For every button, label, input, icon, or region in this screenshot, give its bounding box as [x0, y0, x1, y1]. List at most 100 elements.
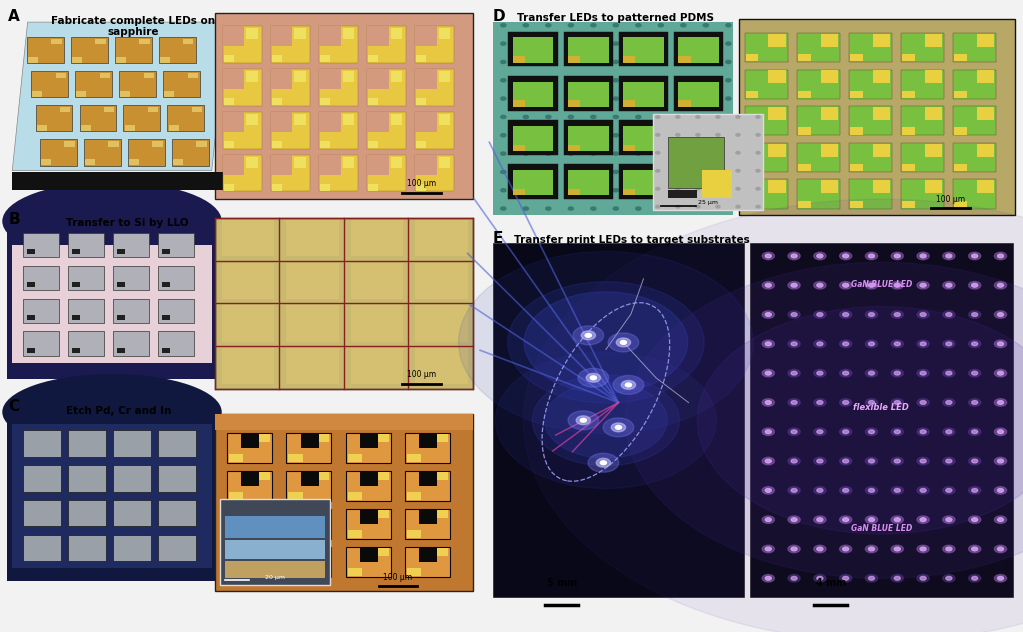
Bar	[623, 37, 664, 63]
Circle shape	[791, 254, 797, 258]
Circle shape	[762, 311, 774, 319]
Circle shape	[994, 487, 1007, 494]
Bar	[68, 299, 104, 323]
Bar	[247, 28, 258, 39]
Circle shape	[943, 340, 955, 348]
Circle shape	[625, 262, 1023, 578]
Circle shape	[943, 399, 955, 406]
Bar	[104, 107, 115, 112]
Circle shape	[869, 342, 875, 346]
Circle shape	[500, 23, 505, 27]
Bar	[348, 530, 362, 538]
Circle shape	[569, 152, 573, 155]
Circle shape	[791, 430, 797, 434]
Bar	[850, 201, 862, 208]
Circle shape	[762, 369, 774, 377]
Text: 100 μm: 100 μm	[936, 195, 965, 204]
Bar	[148, 107, 159, 112]
Bar	[196, 141, 207, 147]
Bar	[158, 430, 196, 457]
Circle shape	[943, 516, 955, 523]
Bar	[439, 157, 450, 167]
Bar	[241, 471, 260, 486]
Bar	[346, 433, 391, 463]
Bar	[513, 100, 525, 107]
Text: 5 mm: 5 mm	[546, 578, 577, 588]
Bar	[954, 128, 967, 135]
Bar	[367, 112, 406, 149]
Bar	[72, 57, 82, 63]
Circle shape	[726, 188, 730, 192]
Bar	[108, 141, 119, 147]
Text: GaN BLUE LED: GaN BLUE LED	[851, 279, 911, 289]
Bar	[247, 157, 258, 167]
Circle shape	[703, 115, 708, 119]
Bar	[117, 315, 125, 320]
Circle shape	[894, 283, 900, 287]
Circle shape	[656, 188, 660, 190]
Bar	[295, 114, 306, 125]
Text: D: D	[493, 9, 505, 25]
Text: 25 μm: 25 μm	[698, 200, 718, 205]
Bar	[849, 143, 892, 172]
Bar	[873, 180, 890, 193]
Circle shape	[788, 340, 800, 348]
Bar	[168, 105, 205, 131]
Circle shape	[994, 574, 1007, 582]
Bar	[158, 233, 194, 257]
Circle shape	[894, 254, 900, 258]
Circle shape	[997, 371, 1004, 375]
Bar	[64, 141, 75, 147]
Bar	[668, 137, 724, 188]
Circle shape	[891, 516, 903, 523]
Bar	[319, 69, 341, 89]
Bar	[513, 189, 525, 195]
Bar	[849, 70, 892, 99]
Bar	[124, 105, 161, 131]
Circle shape	[608, 333, 638, 352]
Bar	[348, 568, 362, 576]
Circle shape	[791, 283, 797, 287]
Circle shape	[762, 516, 774, 523]
Bar	[415, 26, 454, 63]
Circle shape	[588, 453, 619, 472]
Circle shape	[920, 459, 926, 463]
Bar	[623, 56, 635, 63]
Bar	[286, 220, 339, 257]
Bar	[113, 500, 151, 526]
Bar	[158, 535, 196, 561]
Bar	[220, 499, 330, 585]
Circle shape	[703, 42, 708, 46]
Bar	[564, 76, 613, 111]
Circle shape	[620, 341, 626, 344]
Circle shape	[946, 313, 952, 317]
Circle shape	[546, 171, 551, 173]
Circle shape	[788, 574, 800, 582]
Circle shape	[458, 252, 753, 434]
Circle shape	[680, 78, 685, 82]
Bar	[954, 164, 967, 171]
Circle shape	[791, 489, 797, 492]
Circle shape	[816, 371, 822, 375]
Bar	[113, 233, 149, 257]
Circle shape	[500, 134, 505, 137]
Circle shape	[546, 78, 551, 82]
Circle shape	[920, 518, 926, 521]
Bar	[493, 22, 733, 215]
Bar	[415, 220, 468, 257]
Bar	[739, 19, 1015, 215]
Bar	[368, 184, 377, 191]
Bar	[678, 37, 719, 63]
Text: Transfer print LEDs to target substrates: Transfer print LEDs to target substrates	[514, 235, 749, 245]
Circle shape	[969, 487, 981, 494]
Text: A: A	[8, 9, 19, 25]
Bar	[192, 107, 203, 112]
Bar	[256, 472, 270, 480]
Circle shape	[997, 342, 1004, 346]
Circle shape	[523, 134, 528, 137]
Circle shape	[843, 547, 849, 551]
Bar	[367, 155, 389, 175]
Circle shape	[716, 116, 720, 118]
Bar	[768, 143, 786, 157]
Circle shape	[500, 97, 505, 100]
